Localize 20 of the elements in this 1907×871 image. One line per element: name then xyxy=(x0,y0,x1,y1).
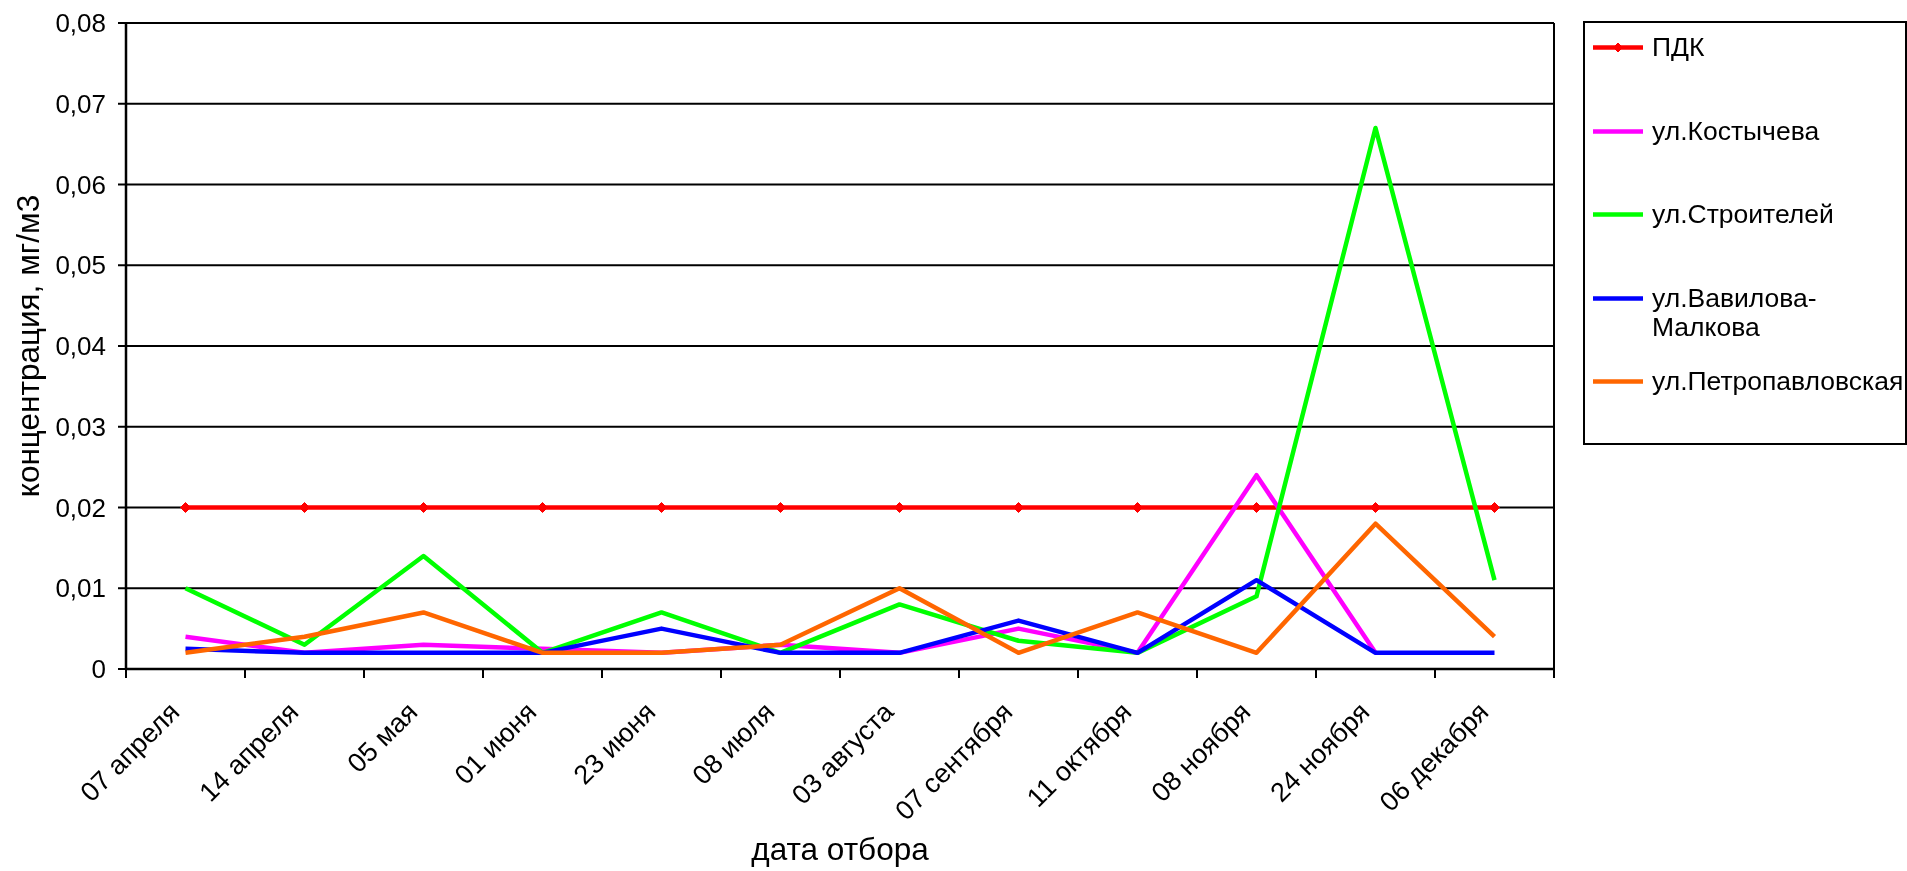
y-tick-label: 0,04 xyxy=(55,331,106,362)
y-tick-label: 0,01 xyxy=(55,573,106,604)
y-tick-label: 0,07 xyxy=(55,88,106,119)
legend-label: ПДК xyxy=(1652,32,1705,62)
legend-label: ул.Вавилова-Малкова xyxy=(1652,282,1817,342)
line-series xyxy=(183,521,1497,656)
line-series xyxy=(183,125,1497,656)
y-tick-label: 0,08 xyxy=(55,8,106,39)
legend-label: ул.Костычева xyxy=(1652,115,1820,146)
y-tick-label: 0,06 xyxy=(55,169,106,200)
x-axis-title: дата отбора xyxy=(751,831,930,867)
line-series xyxy=(183,577,1497,656)
y-axis-title: концентрация, мг/м3 xyxy=(10,194,46,498)
x-tick-label: 05 мая xyxy=(341,696,424,779)
y-tick-label: 0,02 xyxy=(55,492,106,523)
y-tick-label: 0,03 xyxy=(55,411,106,442)
legend-label: ул.Строителей xyxy=(1652,199,1834,229)
y-tick-label: 0 xyxy=(91,654,106,685)
legend-label: ул.Петропавловская xyxy=(1652,366,1904,396)
y-tick-label: 0,05 xyxy=(55,250,106,281)
